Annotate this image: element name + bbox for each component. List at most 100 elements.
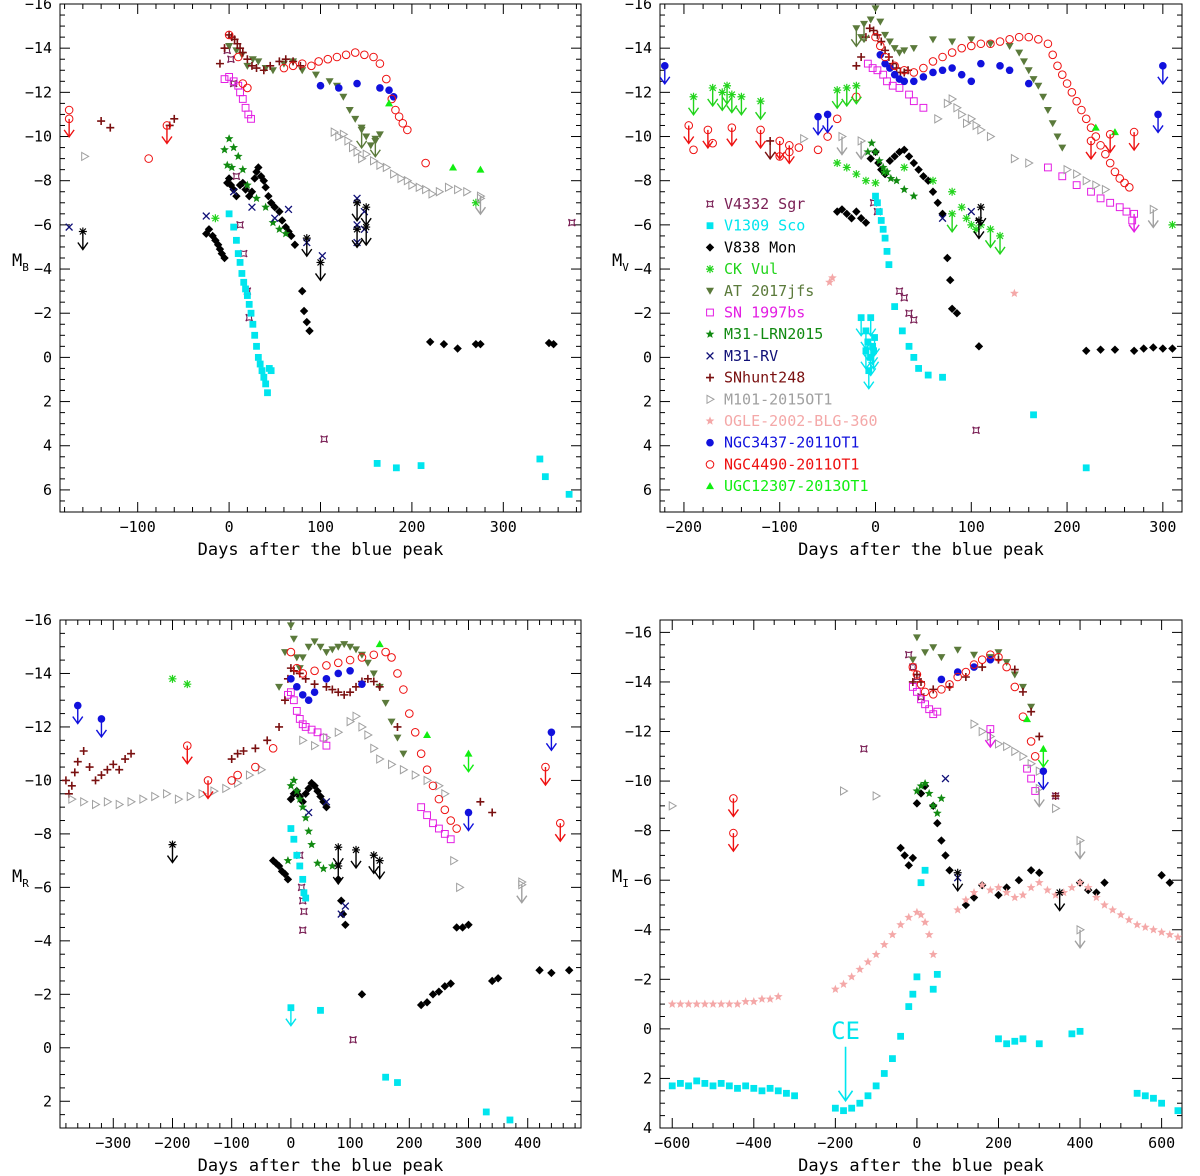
data-point [85, 763, 94, 772]
data-point [1096, 345, 1105, 354]
series-m31-rv [941, 774, 962, 882]
data-point [381, 699, 390, 707]
y-tick-label: −12 [25, 718, 52, 736]
data-point [912, 670, 921, 679]
data-point [974, 342, 984, 351]
data-point [232, 47, 241, 55]
upper-limit-group [850, 20, 870, 48]
data-point [961, 667, 971, 677]
data-point [1120, 178, 1129, 188]
data-point [929, 710, 938, 719]
data-point [242, 285, 249, 293]
data-point [264, 191, 273, 201]
y-axis-label: MR [12, 867, 29, 890]
data-point [298, 802, 308, 811]
data-point [238, 79, 248, 88]
data-point [328, 646, 337, 654]
legend-entry: AT 2017jfs [724, 282, 814, 300]
data-point [97, 771, 106, 780]
upper-limit-arrow [850, 28, 862, 48]
data-point [961, 672, 970, 681]
upper-limit-arrow [1074, 929, 1086, 949]
data-point [362, 133, 371, 141]
data-point [734, 1084, 741, 1092]
data-point [225, 42, 234, 50]
data-point [248, 56, 257, 64]
upper-limit-point [689, 92, 698, 101]
data-point [334, 84, 343, 92]
upper-limit-point [727, 90, 736, 99]
data-point [875, 41, 885, 51]
panel-mi: −600 −400 −200 0 200 400 600 −16 −14 −12 −10 −8 −6 −4… [612, 619, 1183, 1176]
legend-entry: NGC3437-2011OT1 [724, 434, 859, 452]
data-point [900, 77, 909, 86]
upper-limit-group [474, 191, 487, 216]
data-point [684, 999, 693, 1008]
data-point [1005, 42, 1014, 50]
data-point [1150, 1094, 1157, 1102]
data-point [296, 862, 304, 870]
data-point [236, 44, 245, 53]
data-point [493, 974, 503, 983]
y-tick-label: −16 [625, 0, 652, 13]
data-point [741, 997, 751, 1006]
data-point [249, 320, 257, 328]
data-point [881, 59, 889, 68]
data-point [254, 353, 262, 361]
data-point [905, 309, 913, 318]
data-point [353, 79, 361, 88]
upper-limit-point [996, 231, 1005, 240]
data-point [320, 435, 329, 443]
data-point [325, 78, 334, 86]
data-point [245, 300, 253, 308]
upper-limit-group [727, 794, 739, 853]
upper-limit-arrow [716, 92, 728, 112]
data-point [1026, 737, 1036, 746]
data-point [259, 66, 268, 75]
data-point [452, 824, 461, 833]
data-point [892, 176, 901, 185]
x-tick-label: 600 [1148, 1134, 1175, 1152]
upper-limit-point [862, 347, 870, 355]
upper-limit-arrow [301, 238, 313, 258]
data-point [103, 765, 112, 774]
data-point [277, 216, 287, 225]
data-point [369, 677, 378, 686]
data-point [224, 174, 234, 183]
data-point [1062, 79, 1072, 88]
data-point [1029, 76, 1038, 84]
series-ugc12307-2013ot1 [1023, 715, 1032, 723]
data-point [994, 649, 1003, 657]
data-point [385, 99, 394, 107]
data-point [298, 797, 307, 807]
series-v838-mon [268, 778, 574, 1010]
upper-limit-arrow [374, 860, 386, 880]
data-point [215, 59, 224, 68]
data-point [886, 173, 896, 183]
data-point [912, 634, 921, 642]
data-point [724, 999, 734, 1008]
data-point [888, 930, 897, 939]
data-point [921, 700, 929, 709]
data-point [341, 920, 350, 929]
data-point [904, 912, 914, 922]
data-point [127, 796, 137, 807]
data-point [978, 663, 987, 672]
data-point [895, 49, 904, 57]
upper-limit-arrow [783, 145, 795, 165]
data-point [875, 208, 883, 216]
data-point [452, 923, 461, 932]
upper-limit-arrow [1152, 114, 1164, 134]
series-sn-1997bs [284, 688, 455, 844]
data-point [890, 61, 899, 71]
data-point [1165, 878, 1174, 887]
series-ngc4490-2011ot1 [64, 30, 430, 168]
data-point [225, 210, 233, 218]
data-point [908, 677, 917, 686]
data-point [1092, 888, 1101, 897]
data-point [450, 855, 459, 866]
data-point [439, 339, 449, 349]
data-point [908, 656, 917, 664]
upper-limit-arrow [166, 844, 179, 864]
